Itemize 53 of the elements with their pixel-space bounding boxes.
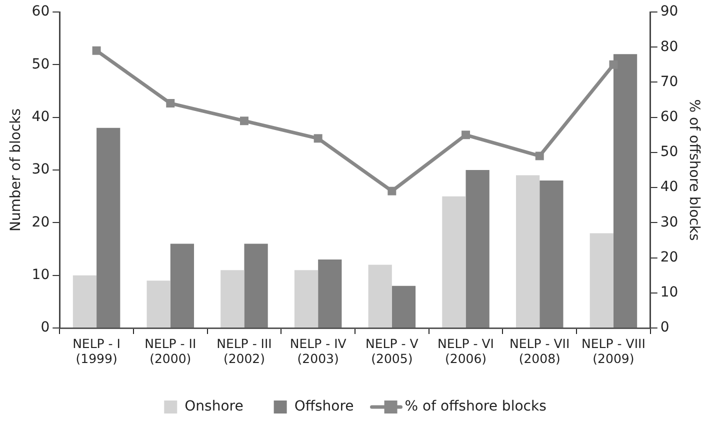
y2-tick-label: 90 (660, 4, 678, 20)
x-tick-label: NELP - I (1999) (72, 336, 120, 366)
y-axis-title: Number of blocks (8, 108, 24, 232)
point (240, 116, 248, 126)
y-tick-label: 20 (32, 214, 50, 230)
point (314, 134, 322, 143)
y-tick-label: 40 (32, 108, 50, 125)
bar (540, 180, 564, 328)
bar (220, 270, 244, 328)
y-tick-label: 30 (32, 162, 50, 178)
bar (244, 244, 268, 328)
x-tick-label: NELP - III (2002) (216, 336, 272, 366)
bar (466, 170, 490, 328)
y2-tick-label: 50 (660, 144, 678, 160)
y2-tick-label: 10 (660, 284, 678, 301)
bar (392, 286, 416, 328)
bar (318, 260, 342, 328)
point (535, 152, 544, 160)
bar (170, 244, 194, 328)
y2-tick-label: 0 (660, 320, 670, 336)
y2-tick-label: 60 (660, 108, 678, 125)
y-tick-label: 0 (40, 320, 50, 336)
point (462, 130, 470, 140)
bar (146, 280, 170, 328)
x-tick-label: NELP - V (2005) (366, 336, 419, 366)
legend-label: Offshore (294, 398, 354, 415)
bar (590, 233, 614, 328)
x-tick-label: NELP - VII (2008) (510, 336, 570, 366)
point (609, 60, 618, 69)
bar (442, 196, 466, 328)
y2-tick-label: 40 (660, 179, 678, 196)
y2-tick-label: 80 (660, 38, 678, 55)
point (92, 46, 101, 55)
x-tick-label: NELP - VI (2006) (438, 336, 494, 366)
y-tick-label: 10 (32, 266, 50, 283)
y2-tick-label: 30 (660, 214, 678, 230)
x-tick-label: NELP - VIII (2009) (582, 336, 646, 366)
bar (72, 275, 97, 328)
bar (368, 264, 392, 328)
x-tick-label: NELP - IV (2003) (290, 336, 347, 366)
y-tick-label: 60 (32, 4, 50, 20)
bar (516, 175, 540, 328)
point (166, 99, 175, 108)
y2-tick-label: 20 (660, 249, 678, 266)
bar (96, 128, 120, 328)
y2-axis-title: % of offshore blocks (686, 99, 702, 241)
x-tick-label: NELP - II (2000) (144, 336, 196, 366)
y2-tick-label: 70 (660, 74, 678, 90)
bar (294, 270, 318, 328)
legend-label: Onshore (184, 398, 244, 415)
legend-label: % of offshore blocks (404, 398, 546, 415)
point (388, 186, 396, 196)
y-tick-label: 50 (32, 56, 50, 72)
